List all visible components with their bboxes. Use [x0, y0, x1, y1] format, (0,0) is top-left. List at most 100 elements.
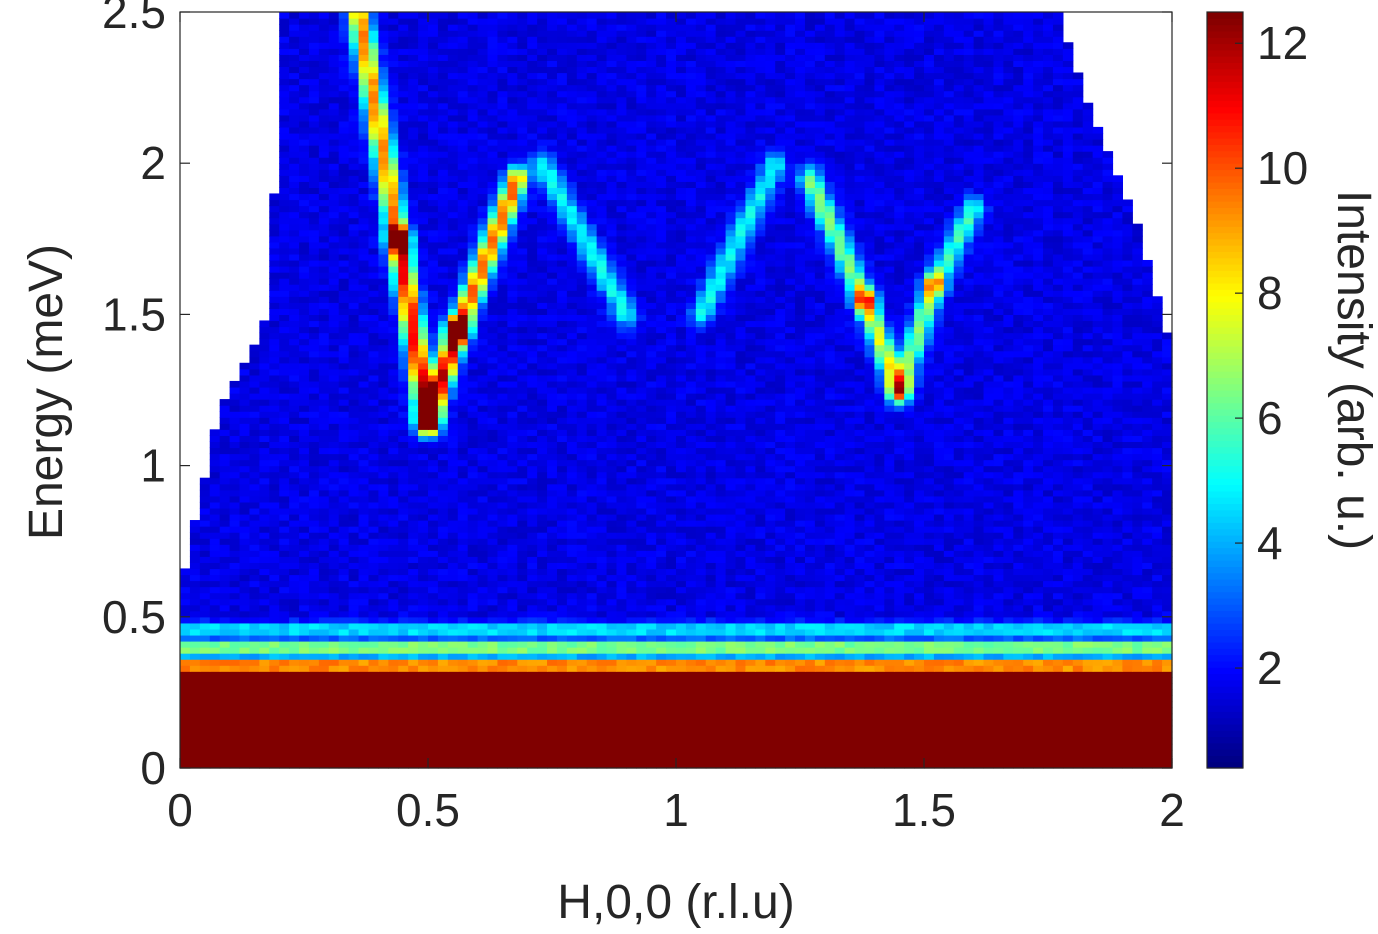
heatmap-cell	[199, 550, 211, 557]
heatmap-cell	[983, 465, 995, 473]
heatmap-cell	[884, 707, 895, 715]
heatmap-cell	[428, 459, 439, 467]
heatmap-cell	[983, 507, 995, 515]
heatmap-cell	[388, 665, 399, 672]
heatmap-cell	[586, 640, 598, 648]
heatmap-cell	[556, 489, 568, 497]
heatmap-cell	[388, 761, 399, 769]
heatmap-cell	[189, 520, 201, 527]
heatmap-cell	[586, 568, 598, 576]
heatmap-cell	[219, 731, 231, 739]
heatmap-cell	[834, 725, 846, 733]
heatmap-cell	[328, 713, 340, 721]
heatmap-cell	[755, 743, 766, 751]
heatmap-cell	[487, 653, 499, 660]
heatmap-cell	[338, 507, 350, 515]
heatmap-cell	[338, 568, 350, 576]
heatmap-cell	[1102, 743, 1114, 751]
heatmap-cell	[487, 513, 499, 521]
heatmap-cell	[983, 592, 995, 600]
heatmap-cell	[824, 568, 836, 576]
heatmap-cell	[289, 489, 300, 497]
heatmap-cell	[497, 483, 508, 491]
heatmap-cell	[656, 737, 667, 745]
heatmap-cell	[457, 755, 469, 763]
heatmap-cell	[259, 507, 270, 515]
heatmap-cell	[685, 471, 697, 479]
heatmap-cell	[249, 483, 260, 491]
heatmap-cell	[725, 507, 737, 515]
heatmap-cell	[695, 513, 707, 521]
heatmap-cell	[487, 580, 499, 588]
heatmap-cell	[576, 550, 588, 557]
heatmap-cell	[566, 665, 578, 672]
heatmap-cell	[437, 501, 449, 509]
heatmap-cell	[269, 598, 280, 606]
heatmap-cell	[418, 628, 429, 636]
heatmap-cell	[368, 628, 379, 636]
heatmap-cell	[586, 580, 598, 588]
heatmap-cell	[547, 598, 558, 606]
heatmap-cell	[745, 622, 756, 630]
heatmap-cell	[596, 689, 608, 697]
heatmap-cell	[933, 622, 945, 630]
heatmap-cell	[388, 477, 399, 485]
heatmap-cell	[874, 604, 885, 612]
heatmap-cell	[1072, 532, 1084, 539]
heatmap-cell	[755, 628, 766, 636]
heatmap-cell	[904, 628, 915, 636]
heatmap-cell	[1052, 550, 1064, 557]
heatmap-cell	[388, 459, 399, 467]
heatmap-cell	[983, 580, 995, 588]
heatmap-cell	[586, 538, 598, 545]
heatmap-cell	[418, 677, 429, 684]
heatmap-cell	[229, 683, 241, 690]
heatmap-cell	[527, 755, 538, 763]
heatmap-cell	[914, 562, 925, 570]
heatmap-cell	[646, 731, 657, 739]
heatmap-cell	[259, 755, 270, 763]
heatmap-cell	[328, 568, 340, 576]
heatmap-cell	[1072, 495, 1084, 503]
heatmap-cell	[924, 653, 935, 660]
heatmap-cell	[1152, 749, 1163, 757]
heatmap-cell	[437, 634, 449, 642]
heatmap-cell	[358, 719, 370, 727]
heatmap-cell	[318, 574, 330, 582]
heatmap-cell	[834, 737, 846, 745]
heatmap-cell	[1052, 562, 1064, 570]
heatmap-cell	[556, 574, 568, 582]
heatmap-cell	[864, 562, 875, 570]
heatmap-cell	[378, 640, 389, 648]
heatmap-cell	[904, 695, 915, 703]
heatmap-cell	[1082, 465, 1094, 473]
heatmap-cell	[636, 580, 647, 588]
heatmap-cell	[715, 659, 727, 666]
heatmap-cell	[1102, 532, 1114, 539]
heatmap-cell	[556, 737, 568, 745]
heatmap-cell	[834, 465, 846, 473]
heatmap-cell	[537, 538, 548, 545]
heatmap-cell	[1122, 719, 1133, 727]
heatmap-cell	[239, 737, 251, 745]
heatmap-cell	[933, 495, 945, 503]
heatmap-cell	[1023, 659, 1034, 666]
heatmap-cell	[1142, 604, 1153, 612]
heatmap-cell	[656, 489, 667, 497]
heatmap-cell	[953, 544, 965, 551]
heatmap-cell	[884, 598, 895, 606]
heatmap-cell	[497, 640, 508, 648]
heatmap-cell	[477, 520, 489, 527]
heatmap-cell	[1072, 538, 1084, 545]
heatmap-cell	[1023, 520, 1034, 527]
heatmap-cell	[566, 683, 578, 690]
heatmap-cell	[1132, 580, 1143, 588]
heatmap-cell	[636, 489, 647, 497]
heatmap-cell	[497, 556, 508, 563]
heatmap-cell	[606, 701, 618, 709]
heatmap-cell	[279, 568, 290, 576]
heatmap-cell	[884, 683, 895, 690]
heatmap-cell	[685, 513, 697, 521]
heatmap-cell	[685, 677, 697, 684]
heatmap-cell	[507, 659, 518, 666]
